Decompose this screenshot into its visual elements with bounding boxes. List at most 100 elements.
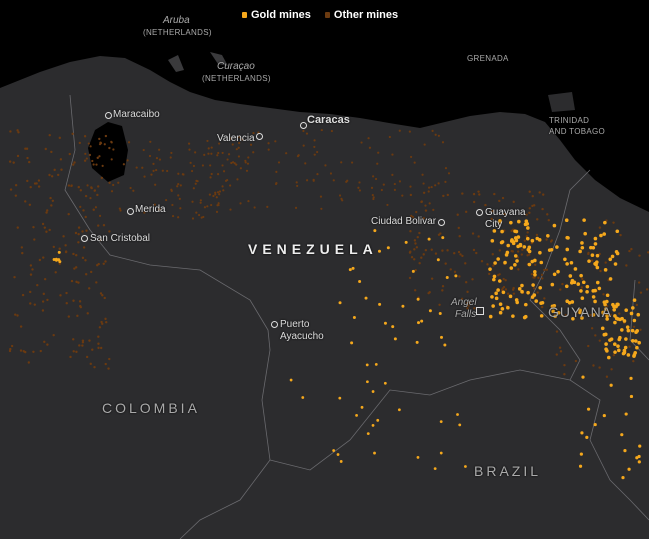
other-mine-dot — [296, 184, 299, 188]
other-mine-dot — [20, 246, 24, 249]
other-mine-dot — [398, 129, 401, 132]
gold-mine-dot — [580, 241, 584, 245]
gold-mine-dot — [516, 244, 520, 249]
other-mine-dot — [99, 346, 103, 350]
other-mine-dot — [408, 251, 412, 254]
other-mine-dot — [231, 161, 235, 164]
other-mine-dot — [104, 260, 107, 263]
other-mine-dot — [486, 263, 489, 266]
other-mine-dot — [214, 193, 217, 196]
label-angel-falls-2: Falls — [455, 309, 477, 320]
gold-mine-dot — [623, 345, 628, 350]
gold-mine-dot — [637, 460, 641, 464]
gold-mine-dot — [631, 306, 635, 310]
gold-mine-dot — [624, 412, 628, 416]
other-mine-dot — [41, 222, 45, 226]
gold-mine-dot — [501, 290, 506, 295]
gold-mine-dot — [556, 269, 560, 274]
other-mine-dot — [221, 185, 224, 188]
gold-mine-dot — [57, 250, 61, 254]
label-brazil: BRAZIL — [474, 463, 542, 479]
other-mine-dot — [165, 198, 168, 202]
other-mine-dot — [464, 281, 468, 284]
gold-mine-dot — [54, 258, 58, 262]
label-aruba-country: (NETHERLANDS) — [143, 28, 212, 37]
gold-mine-dot — [443, 343, 447, 347]
other-mine-dot — [498, 249, 502, 252]
other-mine-dot — [498, 222, 502, 225]
other-mine-dot — [413, 161, 416, 164]
other-mine-dot — [446, 249, 449, 252]
other-mine-dot — [449, 268, 452, 271]
other-mine-dot — [79, 205, 82, 208]
gold-mine-dot — [609, 337, 614, 341]
city-marker-icon — [300, 122, 307, 129]
gold-mine-dot — [635, 456, 639, 460]
other-mine-dot — [619, 233, 622, 237]
other-mine-dot — [82, 246, 86, 249]
other-mine-dot — [192, 164, 196, 168]
other-mine-dot — [81, 230, 84, 233]
other-mine-dot — [520, 253, 524, 256]
other-mine-dot — [493, 192, 496, 196]
gold-mine-dot — [383, 321, 387, 325]
other-mine-dot — [50, 204, 53, 207]
other-mine-dot — [9, 188, 13, 191]
other-mine-dot — [143, 175, 146, 178]
other-mine-dot — [70, 184, 73, 187]
gold-mine-dot — [611, 302, 615, 307]
other-mine-dot — [424, 209, 428, 212]
other-mine-dot — [545, 238, 548, 241]
other-mine-dot — [456, 213, 459, 216]
gold-mine-dot — [490, 295, 494, 299]
gold-mine-dot — [601, 311, 606, 315]
other-mine-dot — [33, 182, 37, 185]
gold-mine-dot — [416, 456, 420, 459]
gold-mine-dot — [587, 259, 591, 263]
other-mine-dot — [645, 288, 649, 291]
other-mine-dot — [29, 185, 32, 189]
gold-mine-dot — [377, 249, 381, 253]
gold-mine-dot — [514, 298, 519, 302]
other-mine-dot — [612, 221, 615, 224]
other-mine-dot — [430, 277, 434, 280]
gold-mine-dot — [456, 413, 459, 416]
other-mine-dot — [559, 288, 562, 291]
other-mine-dot — [374, 177, 378, 181]
gold-mine-dot — [539, 314, 544, 318]
other-mine-dot — [194, 151, 197, 154]
other-mine-dot — [266, 205, 269, 208]
other-mine-dot — [72, 338, 75, 341]
other-swatch — [324, 12, 330, 18]
gold-mine-dot — [616, 317, 620, 321]
gold-mine-dot — [607, 355, 611, 360]
gold-mine-dot — [494, 296, 499, 301]
gold-mine-dot — [517, 287, 522, 291]
mine-dots — [8, 128, 649, 480]
other-mine-dot — [95, 281, 98, 284]
other-mine-dot — [78, 344, 81, 347]
other-mine-dot — [632, 325, 636, 329]
other-mine-dot — [453, 252, 456, 255]
gold-mine-dot — [439, 420, 443, 424]
other-mine-dot — [89, 270, 93, 274]
other-mine-dot — [71, 132, 74, 136]
other-mine-dot — [191, 217, 195, 220]
other-mine-dot — [478, 193, 481, 196]
other-mine-dot — [427, 186, 431, 189]
other-mine-dot — [313, 145, 316, 149]
other-mine-dot — [72, 350, 75, 353]
other-mine-dot — [428, 291, 431, 294]
other-mine-dot — [58, 247, 61, 250]
city-marker-icon — [81, 235, 88, 242]
gold-mine-dot — [498, 310, 503, 315]
other-mine-dot — [177, 194, 180, 197]
other-mine-dot — [215, 196, 218, 199]
gold-mine-dot — [578, 464, 583, 468]
other-mine-dot — [48, 133, 51, 137]
other-mine-dot — [49, 196, 52, 200]
other-mine-dot — [74, 231, 78, 235]
other-mine-dot — [329, 172, 333, 175]
other-mine-dot — [26, 156, 29, 160]
gold-mine-dot — [301, 396, 305, 399]
